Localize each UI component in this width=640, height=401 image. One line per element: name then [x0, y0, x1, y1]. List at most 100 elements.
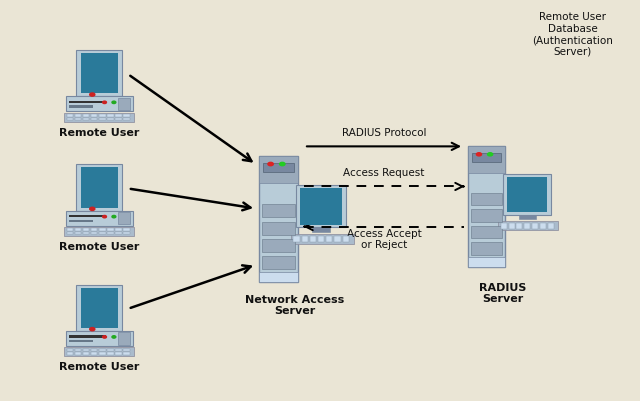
FancyBboxPatch shape — [500, 223, 507, 229]
FancyBboxPatch shape — [300, 188, 342, 225]
FancyBboxPatch shape — [524, 223, 530, 229]
FancyBboxPatch shape — [99, 348, 106, 351]
Text: RADIUS Protocol: RADIUS Protocol — [342, 128, 426, 138]
FancyBboxPatch shape — [75, 117, 81, 120]
FancyBboxPatch shape — [124, 117, 130, 120]
FancyBboxPatch shape — [118, 212, 130, 224]
FancyBboxPatch shape — [83, 117, 90, 120]
FancyBboxPatch shape — [69, 215, 106, 217]
FancyBboxPatch shape — [83, 232, 90, 235]
FancyBboxPatch shape — [99, 228, 106, 231]
FancyBboxPatch shape — [262, 222, 295, 235]
FancyBboxPatch shape — [540, 223, 546, 229]
FancyBboxPatch shape — [108, 348, 113, 351]
FancyBboxPatch shape — [468, 257, 505, 267]
FancyBboxPatch shape — [99, 352, 106, 355]
FancyBboxPatch shape — [318, 236, 324, 242]
FancyBboxPatch shape — [509, 223, 515, 229]
Circle shape — [280, 162, 285, 166]
FancyBboxPatch shape — [69, 340, 93, 342]
FancyBboxPatch shape — [291, 235, 354, 244]
Circle shape — [102, 101, 106, 103]
FancyBboxPatch shape — [76, 285, 122, 331]
FancyBboxPatch shape — [91, 228, 97, 231]
FancyBboxPatch shape — [259, 272, 298, 282]
FancyBboxPatch shape — [115, 352, 122, 355]
FancyBboxPatch shape — [499, 221, 558, 230]
FancyBboxPatch shape — [81, 167, 118, 208]
FancyBboxPatch shape — [108, 232, 113, 235]
FancyBboxPatch shape — [83, 114, 90, 117]
Text: Remote User: Remote User — [59, 128, 140, 138]
FancyBboxPatch shape — [293, 236, 300, 242]
FancyBboxPatch shape — [76, 50, 122, 96]
FancyBboxPatch shape — [124, 114, 130, 117]
FancyBboxPatch shape — [69, 101, 106, 103]
FancyBboxPatch shape — [547, 223, 554, 229]
Text: Remote User: Remote User — [59, 362, 140, 372]
FancyBboxPatch shape — [91, 352, 97, 355]
FancyBboxPatch shape — [326, 236, 332, 242]
FancyBboxPatch shape — [516, 223, 522, 229]
FancyBboxPatch shape — [124, 352, 130, 355]
FancyBboxPatch shape — [262, 204, 295, 217]
FancyBboxPatch shape — [124, 232, 130, 235]
FancyBboxPatch shape — [310, 236, 316, 242]
FancyBboxPatch shape — [518, 215, 536, 219]
Circle shape — [102, 336, 106, 338]
FancyBboxPatch shape — [259, 156, 298, 184]
FancyBboxPatch shape — [312, 227, 330, 232]
Circle shape — [112, 101, 116, 103]
FancyBboxPatch shape — [66, 96, 132, 111]
FancyBboxPatch shape — [83, 348, 90, 351]
Text: RADIUS
Server: RADIUS Server — [479, 283, 526, 304]
FancyBboxPatch shape — [118, 98, 130, 110]
FancyBboxPatch shape — [503, 174, 551, 215]
FancyBboxPatch shape — [468, 146, 505, 173]
Circle shape — [476, 153, 481, 156]
Circle shape — [112, 215, 116, 218]
Text: Access Accept
or Reject: Access Accept or Reject — [347, 229, 421, 250]
FancyBboxPatch shape — [471, 192, 502, 205]
FancyBboxPatch shape — [64, 347, 134, 356]
FancyBboxPatch shape — [67, 114, 73, 117]
FancyBboxPatch shape — [64, 113, 134, 122]
Text: Access Request: Access Request — [343, 168, 425, 178]
Circle shape — [90, 328, 95, 331]
FancyBboxPatch shape — [67, 348, 73, 351]
FancyBboxPatch shape — [91, 114, 97, 117]
Circle shape — [268, 162, 273, 166]
FancyBboxPatch shape — [83, 228, 90, 231]
FancyBboxPatch shape — [99, 117, 106, 120]
FancyBboxPatch shape — [81, 288, 118, 328]
FancyBboxPatch shape — [296, 185, 346, 227]
FancyBboxPatch shape — [468, 146, 505, 267]
FancyBboxPatch shape — [471, 242, 502, 255]
FancyBboxPatch shape — [69, 220, 93, 222]
FancyBboxPatch shape — [67, 352, 73, 355]
FancyBboxPatch shape — [67, 117, 73, 120]
FancyBboxPatch shape — [262, 239, 295, 252]
FancyBboxPatch shape — [83, 352, 90, 355]
Circle shape — [90, 207, 95, 211]
FancyBboxPatch shape — [75, 348, 81, 351]
FancyBboxPatch shape — [99, 114, 106, 117]
FancyBboxPatch shape — [66, 211, 132, 226]
FancyBboxPatch shape — [75, 352, 81, 355]
FancyBboxPatch shape — [91, 348, 97, 351]
FancyBboxPatch shape — [334, 236, 340, 242]
FancyBboxPatch shape — [263, 163, 294, 172]
FancyBboxPatch shape — [108, 228, 113, 231]
FancyBboxPatch shape — [124, 348, 130, 351]
FancyBboxPatch shape — [472, 153, 501, 162]
FancyBboxPatch shape — [75, 228, 81, 231]
Text: Network Access
Server: Network Access Server — [244, 295, 344, 316]
FancyBboxPatch shape — [75, 114, 81, 117]
FancyBboxPatch shape — [262, 256, 295, 269]
FancyBboxPatch shape — [64, 227, 134, 236]
Circle shape — [102, 215, 106, 218]
Circle shape — [112, 336, 116, 338]
FancyBboxPatch shape — [342, 236, 349, 242]
FancyBboxPatch shape — [69, 335, 106, 338]
FancyBboxPatch shape — [67, 228, 73, 231]
